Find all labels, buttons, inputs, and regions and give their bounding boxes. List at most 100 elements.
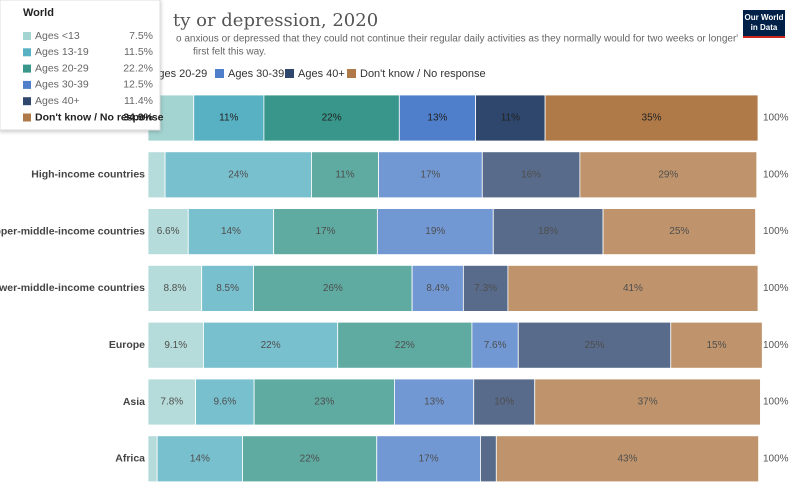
total-label: 100% [763, 340, 789, 351]
bar-segment [602, 208, 756, 256]
bar-segment [475, 94, 546, 142]
bar-segment [195, 378, 255, 426]
bar-segment [376, 208, 494, 256]
bar-segment [147, 151, 166, 199]
data-label: 17% [419, 453, 439, 464]
row: 6.6% 14% 17% 19% 18% 25% [147, 208, 756, 256]
bar-segment [507, 264, 759, 312]
tooltip-label: Ages 20-29 [35, 62, 89, 74]
tooltip-value: 7.5% [129, 30, 153, 42]
tooltip-swatch [23, 64, 31, 73]
plot: 11%22%13%11%35%World100%24%11%17%16%29%H… [0, 94, 789, 483]
data-label: 13% [427, 113, 447, 124]
data-label: 8.8% [163, 283, 186, 294]
tooltip-label: Ages <13 [35, 30, 80, 42]
data-label: 43% [617, 453, 637, 464]
row-label: Upper-middle-income countries [0, 225, 145, 237]
row-label: Africa [115, 453, 145, 465]
data-label: 9.6% [213, 397, 236, 408]
data-label: 7.8% [160, 397, 183, 408]
bar-segment [273, 208, 378, 256]
legend-swatch [347, 69, 356, 78]
legend-label: Ages 30-39 [228, 68, 284, 80]
logo [743, 10, 785, 38]
legend-swatch [215, 69, 224, 78]
data-label: 10% [494, 397, 514, 408]
bar-segment [203, 321, 339, 369]
bar-segment [492, 208, 604, 256]
row: 8.8% 8.5% 26% 8.4% 7.3% 41% [147, 264, 759, 312]
data-label: 35% [642, 113, 662, 124]
bar-segment [398, 94, 476, 142]
total-label: 100% [763, 226, 789, 237]
data-label: 23% [314, 397, 334, 408]
bar-segment [534, 378, 761, 426]
row: 11% 22% 13% 11% 35% [147, 94, 759, 142]
row-label: Asia [123, 396, 145, 408]
logo-text: in Data [751, 23, 778, 32]
data-label: 29% [658, 169, 678, 180]
row-label: High-income countries [31, 169, 145, 181]
row-label: Lower-middle-income countries [0, 282, 145, 294]
legend-label: Don't know / No response [360, 68, 486, 80]
data-label: 22% [322, 113, 342, 124]
tooltip-swatch [23, 97, 31, 106]
bar-segment [480, 435, 497, 483]
bar-segment [337, 321, 473, 369]
row: 9.1% 22% 22% 7.6% 25% 15% [147, 321, 763, 369]
bar-segment [670, 321, 763, 369]
data-label: 17% [316, 226, 336, 237]
data-label: 11% [219, 113, 238, 124]
bar-segment [376, 435, 481, 483]
legend-label: Ages 20-29 [151, 68, 207, 80]
total-label: 100% [763, 397, 789, 408]
tooltip: World Ages <13 7.5% Ages 13-19 11.5% Ages 20… [0, 0, 164, 131]
row-label: Europe [109, 339, 145, 351]
bar-segment [253, 378, 395, 426]
data-label: 25% [669, 226, 689, 237]
data-label: 8.5% [216, 283, 239, 294]
bar-segment [253, 264, 413, 312]
bar-segment [495, 435, 760, 483]
data-label: 11% [335, 169, 354, 180]
legend-label: Ages 40+ [298, 68, 345, 80]
data-label: 14% [190, 453, 210, 464]
tooltip-value: 11.4% [124, 95, 153, 107]
tooltip-value: 11.5% [124, 46, 153, 58]
bar-segment [517, 321, 672, 369]
data-label: 41% [623, 283, 643, 294]
subtitle: first felt this way. [193, 47, 266, 58]
bar-segment [473, 378, 536, 426]
data-label: 22% [300, 453, 320, 464]
tooltip-title: World [23, 7, 54, 19]
bar-segment [147, 435, 158, 483]
bar-segment [311, 151, 379, 199]
bar-segment [193, 94, 265, 142]
data-label: 16% [521, 169, 541, 180]
data-label: 22% [395, 340, 415, 351]
bar-segment [201, 264, 254, 312]
data-label: 15% [707, 340, 727, 351]
row: 14% 22% 17% 43% [147, 435, 760, 483]
total-label: 100% [763, 453, 789, 464]
chart-title: ty or depression, 2020 [173, 10, 378, 31]
tooltip-swatch [23, 48, 31, 57]
tooltip-value: 22.2% [123, 62, 153, 74]
bar-segment [263, 94, 400, 142]
bar-segment [378, 151, 483, 199]
bar-segment [579, 151, 758, 199]
logo-underline [743, 36, 785, 38]
bar-segment [156, 435, 243, 483]
data-label: 7.3% [474, 283, 497, 294]
bar-segment [147, 208, 189, 256]
data-label: 18% [538, 226, 558, 237]
bar-segment [462, 264, 509, 312]
data-label: 25% [585, 340, 605, 351]
tooltip-swatch [23, 113, 31, 122]
tooltip-label: Ages 30-39 [35, 79, 89, 91]
data-label: 19% [425, 226, 445, 237]
total-label: 100% [763, 113, 789, 124]
bar-segment [394, 378, 475, 426]
bar-segment [147, 321, 204, 369]
